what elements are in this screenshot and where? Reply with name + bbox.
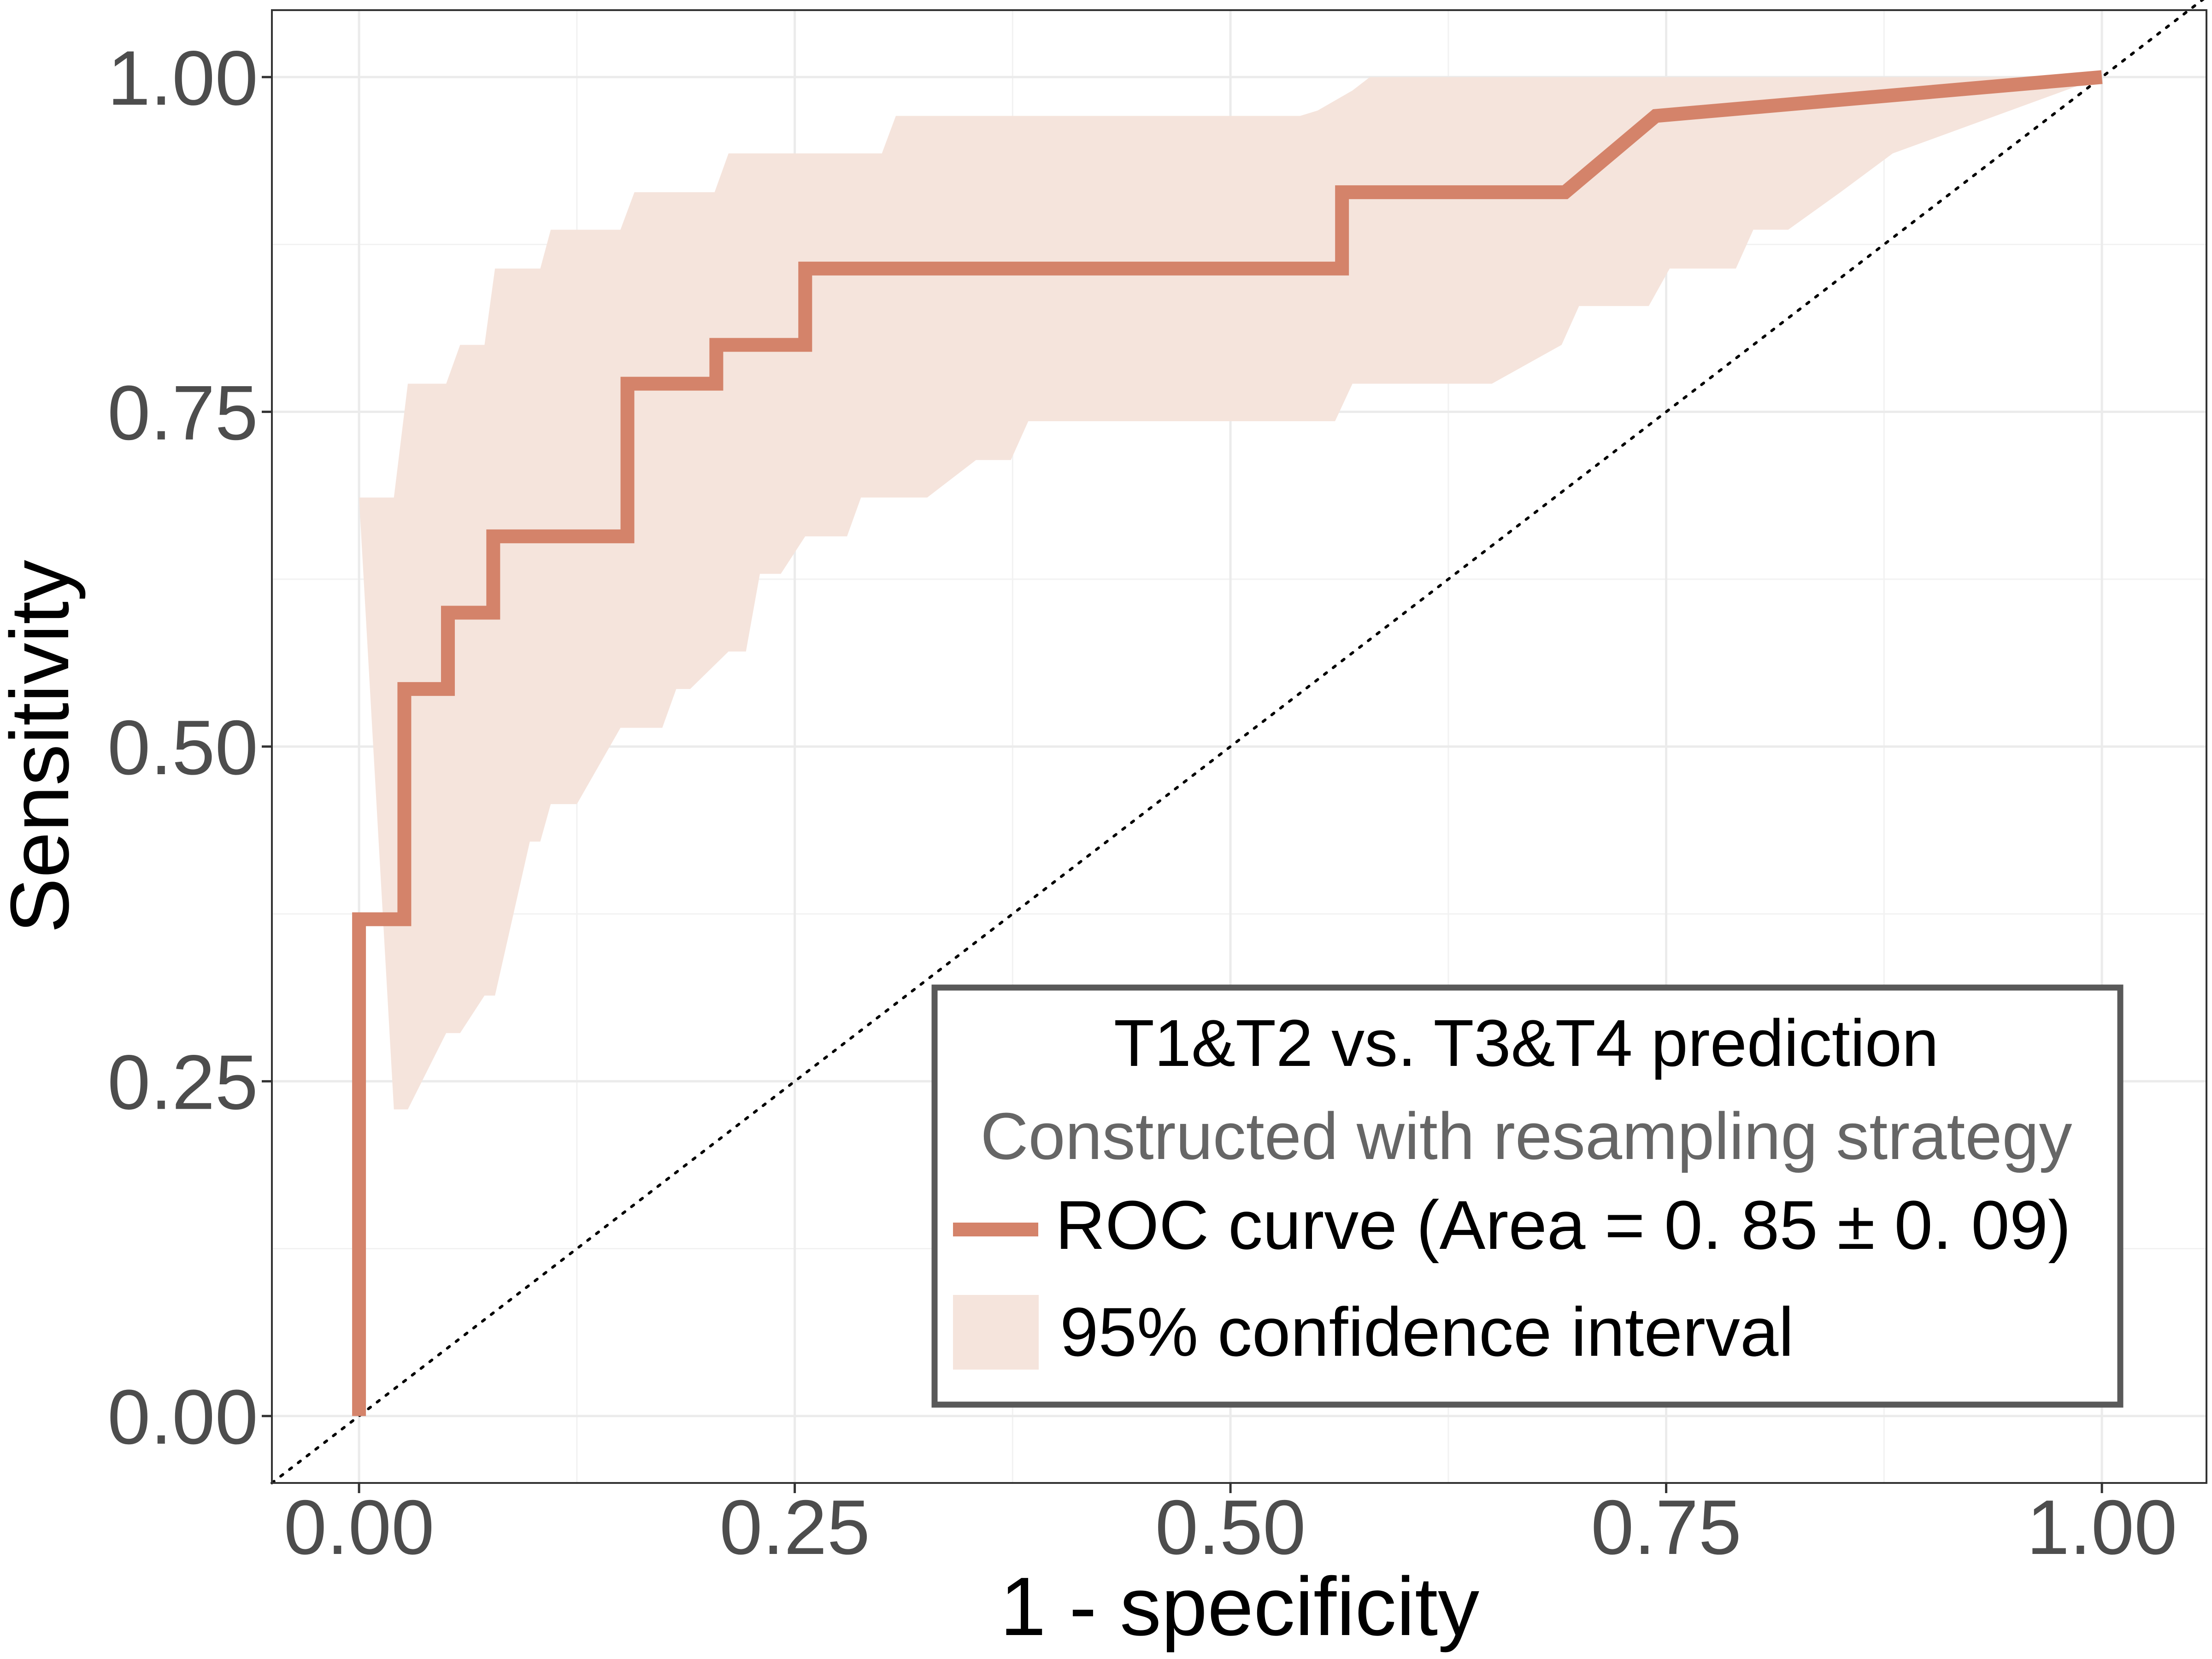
confidence-band-area	[359, 77, 2102, 1110]
legend-box	[931, 984, 2124, 1408]
legend-title: T1&T2 vs. T3&T4 prediction	[1114, 1006, 1939, 1080]
roc-curve-series	[352, 70, 2103, 1416]
legend-key-confidence-fill	[953, 1295, 1039, 1370]
y-tick-label: 0.00	[107, 1374, 258, 1460]
y-tick-label: 0.75	[107, 370, 258, 456]
x-tick-label: 0.00	[284, 1484, 435, 1571]
reference-diagonal	[271, 0, 2205, 1484]
y-tick-label: 1.00	[107, 35, 258, 121]
x-axis-ticks: 0.00 0.25 0.50 0.75 1.00	[284, 1483, 2177, 1571]
reference-diagonal-line	[271, 0, 2205, 1484]
y-tick-label: 0.25	[107, 1039, 258, 1125]
legend-subtitle: Constructed with resampling strategy	[980, 1099, 2072, 1173]
y-axis-title: Sensitivity	[0, 560, 86, 933]
x-tick-label: 1.00	[2027, 1484, 2177, 1571]
x-axis-title: 1 - specificity	[1000, 1560, 1479, 1653]
confidence-band	[359, 77, 2102, 1110]
y-tick-label: 0.50	[107, 704, 258, 791]
x-tick-label: 0.25	[719, 1484, 870, 1571]
y-axis-ticks: 0.00 0.25 0.50 0.75 1.00	[107, 35, 272, 1460]
x-tick-label: 0.50	[1155, 1484, 1306, 1571]
legend-label-confidence-interval: 95% confidence interval	[1060, 1293, 1794, 1371]
legend-label-roc-curve: ROC curve (Area = 0. 85 ± 0. 09)	[1055, 1186, 2071, 1264]
x-tick-label: 0.75	[1591, 1484, 1741, 1571]
roc-curve-line	[352, 70, 2103, 1416]
legend: T1&T2 vs. T3&T4 prediction Constructed w…	[931, 984, 2124, 1408]
